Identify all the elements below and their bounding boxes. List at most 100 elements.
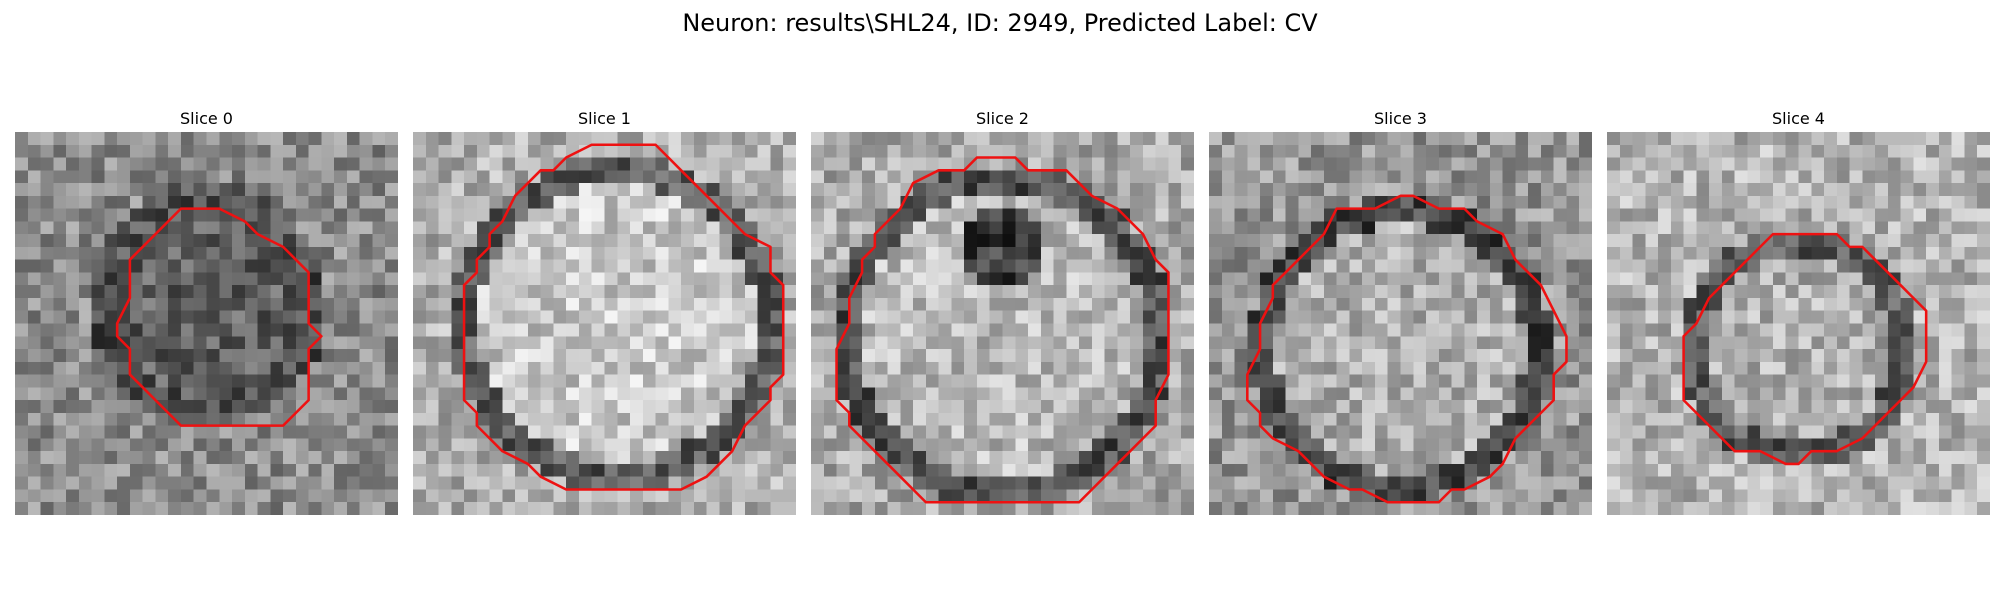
pixel (334, 349, 348, 363)
pixel (1926, 476, 1940, 490)
pixel (27, 489, 41, 503)
pixel (668, 132, 682, 146)
pixel (1362, 374, 1376, 388)
pixel (989, 297, 1003, 311)
pixel (1696, 349, 1710, 363)
pixel (257, 451, 271, 465)
pixel (1387, 336, 1401, 350)
pixel (425, 297, 439, 311)
pixel (1053, 157, 1067, 171)
pixel (989, 387, 1003, 401)
pixel (1234, 374, 1248, 388)
pixel (757, 349, 771, 363)
pixel (438, 221, 452, 235)
pixel (1336, 132, 1350, 146)
pixel (53, 132, 67, 146)
pixel (1028, 489, 1042, 503)
pixel (591, 387, 605, 401)
pixel (308, 310, 322, 324)
pixel (1645, 208, 1659, 222)
pixel (66, 502, 80, 515)
pixel (334, 132, 348, 146)
pixel (346, 400, 360, 414)
pixel (1155, 132, 1169, 146)
pixel (1862, 438, 1876, 452)
pixel (1619, 489, 1633, 503)
pixel (1362, 132, 1376, 146)
pixel (257, 387, 271, 401)
pixel (1747, 349, 1761, 363)
pixel (1142, 144, 1156, 158)
pixel (1272, 157, 1286, 171)
pixel (976, 476, 990, 490)
pixel (1438, 157, 1452, 171)
pixel (1477, 336, 1491, 350)
pixel (913, 259, 927, 273)
pixel (321, 438, 335, 452)
pixel (1181, 259, 1194, 273)
pixel (1645, 451, 1659, 465)
pixel (655, 246, 669, 260)
pixel (142, 144, 156, 158)
pixel (1772, 221, 1786, 235)
pixel (168, 259, 182, 273)
pixel (283, 221, 297, 235)
pixel (438, 157, 452, 171)
pixel (630, 502, 644, 515)
pixel (757, 195, 771, 209)
pixel (232, 463, 246, 477)
pixel (385, 438, 398, 452)
pixel (668, 438, 682, 452)
pixel (1311, 221, 1325, 235)
pixel (964, 349, 978, 363)
pixel (1683, 489, 1697, 503)
pixel (1091, 170, 1105, 184)
pixel (591, 310, 605, 324)
pixel (874, 272, 888, 286)
pixel (1104, 438, 1118, 452)
pixel (413, 285, 427, 299)
pixel (1811, 387, 1825, 401)
pixel (938, 157, 952, 171)
pixel (1951, 349, 1965, 363)
pixel (1451, 361, 1465, 375)
pixel (1566, 259, 1580, 273)
pixel (1515, 195, 1529, 209)
pixel (476, 157, 490, 171)
pixel (1040, 310, 1054, 324)
pixel (1464, 489, 1478, 503)
pixel (104, 400, 118, 414)
pixel (219, 349, 233, 363)
pixel (1040, 463, 1054, 477)
pixel (836, 476, 850, 490)
pixel (295, 451, 309, 465)
pixel (1451, 489, 1465, 503)
pixel (385, 183, 398, 197)
pixel (334, 463, 348, 477)
pixel (1811, 336, 1825, 350)
pixel (1926, 502, 1940, 515)
pixel (1566, 132, 1580, 146)
pixel (630, 425, 644, 439)
pixel (1579, 361, 1592, 375)
pixel (129, 349, 143, 363)
pixel (823, 323, 837, 337)
pixel (1632, 374, 1646, 388)
pixel (1066, 451, 1080, 465)
pixel (1785, 476, 1799, 490)
pixel (1900, 451, 1914, 465)
pixel (1349, 502, 1363, 515)
pixel (270, 310, 284, 324)
pixel (1221, 157, 1235, 171)
pixel (1464, 183, 1478, 197)
pixel (476, 221, 490, 235)
pixel (849, 463, 863, 477)
pixel (464, 234, 478, 248)
pixel (295, 285, 309, 299)
pixel (617, 361, 631, 375)
pixel (1298, 349, 1312, 363)
pixel (180, 272, 194, 286)
pixel (1515, 374, 1529, 388)
pixel (372, 463, 386, 477)
pixel (913, 374, 927, 388)
